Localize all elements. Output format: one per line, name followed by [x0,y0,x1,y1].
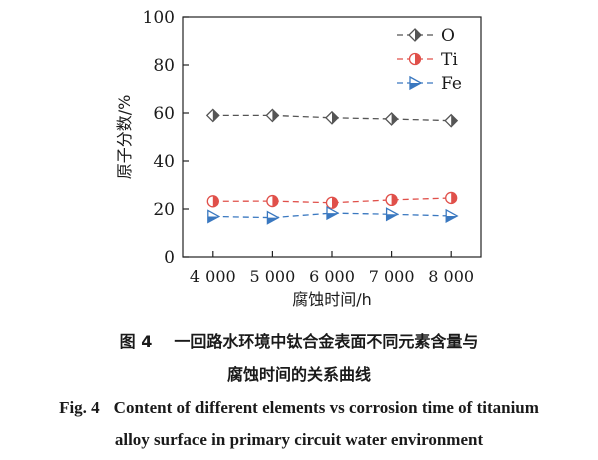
marker-fill [212,109,219,122]
marker-fill [386,214,398,221]
plot-frame [182,16,482,258]
marker-fill [451,192,457,204]
marker-fill [451,114,458,127]
chart-figure: 0 20 40 60 80 100 4 000 5 000 6 000 7 000 8 000 腐蚀时… [115,8,482,309]
data-point-ti [445,191,458,205]
caption-en-line1: Fig. 4 Content of different elements vs c… [0,398,598,418]
marker-fill [272,109,279,122]
marker-fill [212,195,219,207]
marker-fill [327,213,338,220]
y-tick-label: 40 [153,152,175,172]
data-point-ti [206,195,219,208]
marker-fill [410,83,421,89]
data-point-fe [385,207,399,222]
marker-fill [446,215,458,222]
data-point-o [205,108,220,123]
data-point-ti [325,196,339,209]
marker-fill [207,216,219,223]
data-point-ti [385,193,398,207]
marker-fill [391,113,398,125]
marker-fill [272,195,278,207]
x-tick-label: 6 000 [309,267,355,286]
data-point-fe [445,208,459,224]
y-tick-label: 80 [153,56,175,76]
y-tick-label: 100 [143,8,175,28]
caption-en-text2: alloy surface in primary circuit water e… [114,430,484,449]
legend-marker-o [408,28,422,42]
data-point-o [325,110,339,125]
data-point-fe [207,209,221,224]
caption-en-text1: Content of different elements vs corrosi… [113,398,539,417]
caption-cn-line2: 腐蚀时间的关系曲线 [0,361,598,385]
marker-fill [267,217,279,224]
marker-fill [332,197,338,209]
marker-fill [415,53,421,65]
legend-label-ti: Ti [441,50,458,70]
x-axis-label: 腐蚀时间/h [292,290,372,309]
chart-svg: 0 20 40 60 80 100 4 000 5 000 6 000 7 000 8 000 腐蚀时… [115,8,482,309]
y-tick-label: 0 [164,248,175,268]
legend-label-o: O [441,26,455,46]
marker-fill [332,111,338,124]
legend-marker-ti [408,52,422,66]
y-tick-label: 60 [153,104,175,124]
caption-cn-line1: 图 4 一回路水环境中钛合金表面不同元素含量与 [0,328,598,352]
x-tick-label: 4 000 [190,267,236,286]
caption-cn-text2: 腐蚀时间的关系曲线 [226,365,371,384]
y-tick-label: 20 [153,200,175,220]
data-point-ti [266,194,279,208]
legend-marker-fe [409,75,423,91]
data-point-fe [266,210,280,225]
x-tick-label: 7 000 [369,267,415,286]
data-point-o [444,113,459,128]
x-tick-label: 5 000 [249,267,295,286]
data-point-o [384,112,399,126]
marker-fill [415,29,421,41]
marker-fill [391,194,398,206]
caption-cn-text1: 一回路水环境中钛合金表面不同元素含量与 [174,332,479,351]
x-tick-label: 8 000 [428,267,474,286]
caption-en-label: Fig. 4 [59,398,100,417]
caption-en-line2: alloy surface in primary circuit water e… [0,430,598,450]
data-point-o [265,108,280,123]
y-axis-label: 原子分数/% [115,95,134,180]
data-point-fe [326,205,340,221]
caption-cn-label: 图 4 [119,332,153,351]
legend-label-fe: Fe [441,74,462,94]
